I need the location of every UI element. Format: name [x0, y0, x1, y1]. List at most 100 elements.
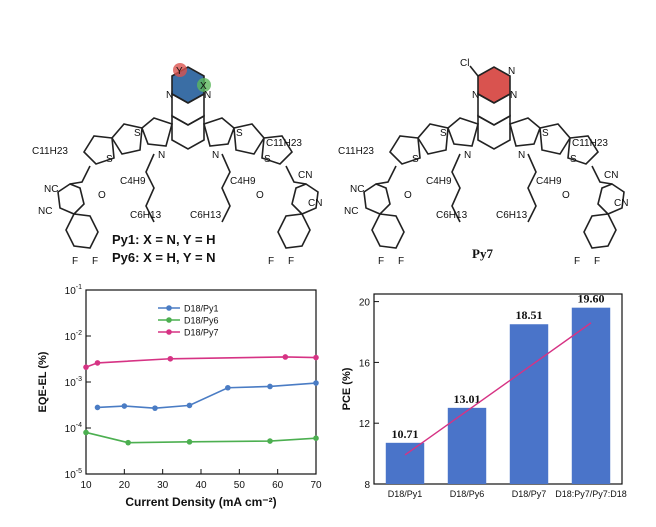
n-label: N: [508, 66, 515, 77]
data-point: [313, 354, 319, 361]
category-label: D18/Py1: [388, 489, 423, 499]
n-label: N: [204, 90, 211, 101]
alkyl-label: C6H13: [436, 210, 468, 221]
alkyl-label: C6H13: [190, 210, 222, 221]
series-line: [85, 431, 317, 444]
x-tick-label: 50: [234, 480, 246, 491]
f-label: F: [378, 256, 384, 267]
n-label: N: [166, 90, 173, 101]
y-tick-label: 10-5: [65, 468, 82, 481]
value-label: 18.51: [516, 308, 543, 322]
x-tick-label: 70: [310, 480, 322, 491]
value-label: 19.60: [578, 292, 605, 306]
legend-label: D18/Py7: [184, 328, 219, 338]
s-label: S: [542, 128, 549, 139]
y-tick-label: 10-4: [65, 422, 82, 435]
x-tick-label: 40: [195, 480, 207, 491]
x-label: X: [200, 81, 207, 92]
alkyl-label: C11H23: [266, 138, 302, 149]
cl-label: Cl: [460, 58, 469, 69]
series-line: [85, 356, 317, 368]
legend-marker: [166, 317, 172, 323]
alkyl-label: C6H13: [496, 210, 528, 221]
y-axis-label: PCE (%): [341, 367, 353, 410]
legend-label: D18/Py6: [184, 316, 219, 326]
y-tick-label: 10-2: [65, 330, 82, 343]
alkyl-label: C4H9: [230, 176, 256, 187]
n-label: N: [510, 90, 517, 101]
series-line: [97, 382, 317, 409]
bar: [385, 442, 425, 484]
x-site-marker: [197, 78, 211, 92]
right-molecule-structure: Cl N N N N N S S S S C11H23 C11H23 C4H9 …: [338, 58, 628, 267]
f-label: F: [574, 256, 580, 267]
data-point: [267, 438, 273, 444]
data-point: [94, 360, 101, 366]
data-point: [282, 354, 289, 360]
data-point: [83, 364, 89, 370]
data-point: [267, 383, 273, 390]
n-label: N: [472, 90, 479, 101]
s-label: S: [264, 154, 271, 165]
f-label: F: [92, 256, 98, 267]
pce-bar-chart: 8 12 16 20 10.71 D18/Py1 13.01 D18/Py6 18.51 D18…: [341, 292, 627, 499]
n-label: N: [464, 150, 471, 161]
data-point: [152, 405, 158, 411]
cn-label: CN: [604, 170, 618, 181]
alkyl-label: C4H9: [536, 176, 562, 187]
y-tick-label: 20: [359, 298, 371, 309]
legend-label: D18/Py1: [184, 304, 219, 314]
y-tick-label: 8: [364, 480, 370, 491]
alkyl-label: C4H9: [120, 176, 146, 187]
o-label: O: [256, 190, 264, 201]
left-caption-line1: Py1: X = N, Y = H: [112, 232, 216, 247]
y-tick-label: 12: [359, 419, 371, 430]
data-point: [313, 380, 319, 386]
legend-marker: [166, 305, 172, 311]
x-tick-label: 60: [272, 480, 284, 491]
y-tick-label: 10-1: [65, 284, 82, 297]
s-label: S: [440, 128, 447, 139]
o-label: O: [562, 190, 570, 201]
data-point: [125, 439, 131, 446]
category-label: D18/Py6: [450, 489, 485, 499]
n-label: N: [212, 150, 219, 161]
x-axis-label: Current Density (mA cm⁻²): [125, 495, 276, 509]
s-label: S: [236, 128, 243, 139]
f-label: F: [288, 256, 294, 267]
trend-line: [404, 322, 592, 456]
alkyl-label: C11H23: [572, 138, 608, 149]
nc-label: NC: [38, 206, 52, 217]
data-point: [94, 404, 101, 411]
alkyl-label: C11H23: [338, 146, 374, 157]
data-point: [186, 402, 193, 409]
x-tick-label: 30: [157, 480, 169, 491]
o-label: O: [98, 190, 106, 201]
value-label: 13.01: [454, 392, 481, 406]
o-label: O: [404, 190, 412, 201]
f-label: F: [398, 256, 404, 267]
y-tick-label: 16: [359, 358, 371, 369]
data-point: [83, 429, 89, 436]
cn-label: CN: [298, 170, 312, 181]
value-label: 10.71: [392, 427, 419, 441]
eqe-el-chart: 10-1 10-2 10-3 10-4 10-5 10 20 30 40 50 60 70 D18/…: [37, 284, 322, 509]
bar: [447, 407, 487, 484]
n-label: N: [158, 150, 165, 161]
y-tick-label: 10-3: [65, 376, 82, 389]
alkyl-label: C6H13: [130, 210, 162, 221]
data-point: [121, 403, 128, 409]
s-label: S: [412, 154, 419, 165]
f-label: F: [268, 256, 274, 267]
bar: [509, 324, 549, 484]
data-point: [186, 439, 193, 445]
nc-label: NC: [44, 184, 58, 195]
data-point: [313, 435, 319, 442]
category-label: D18/Py7: [512, 489, 547, 499]
legend-marker: [166, 329, 172, 335]
cn-label: CN: [308, 198, 322, 209]
category-label: D18:Py7/Py7:D18: [555, 489, 627, 499]
s-label: S: [134, 128, 141, 139]
cn-label: CN: [614, 198, 628, 209]
